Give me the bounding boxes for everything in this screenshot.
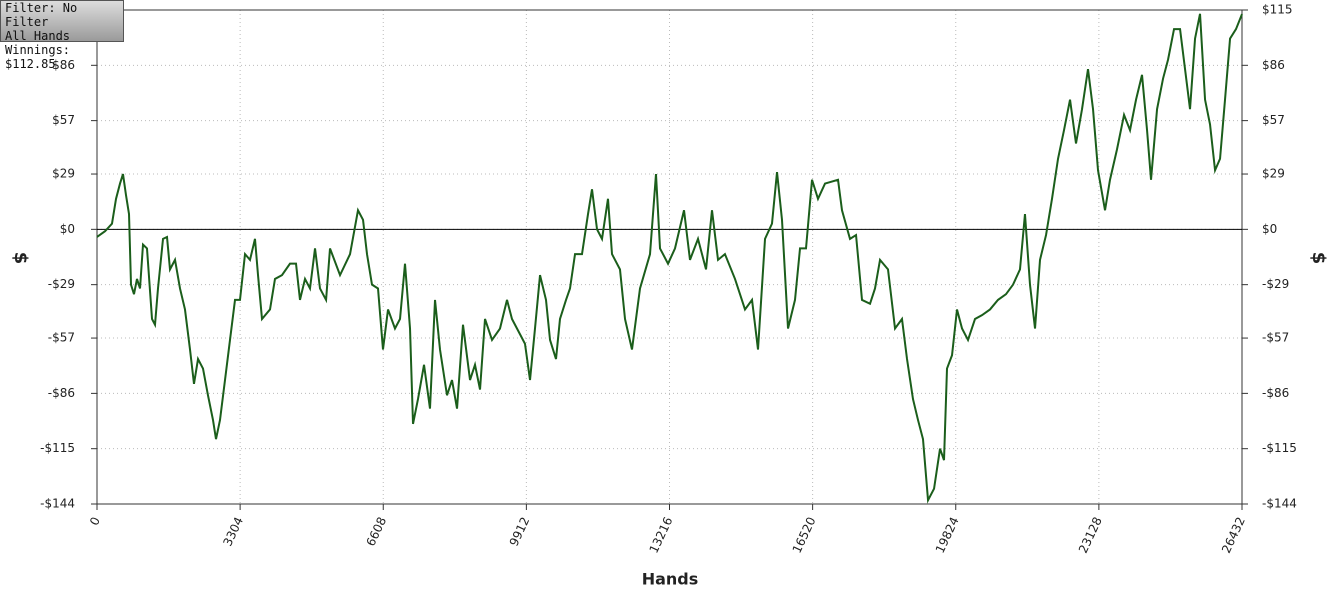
y2-axis-label: $	[1308, 252, 1329, 265]
x-tick-label: 19824	[933, 515, 962, 556]
y-tick-label: $86	[52, 58, 75, 72]
y2-tick-label: -$57	[1262, 331, 1289, 345]
y-tick-label: -$86	[48, 386, 75, 400]
plot-frame	[96, 9, 1243, 505]
y-tick-label: $29	[52, 167, 75, 181]
x-axis-label: Hands	[642, 570, 699, 589]
info-box: Filter: No Filter All Hands Winnings: $1…	[0, 0, 124, 71]
x-tick-label: 26432	[1219, 515, 1248, 556]
annotation: All Hands	[5, 29, 71, 43]
line	[96, 13, 1243, 504]
x-tick-label: 0	[87, 515, 103, 528]
x-tick-label: 3304	[220, 515, 246, 549]
y2-tick-label: $29	[1262, 167, 1285, 181]
y-tick-label: $57	[52, 113, 75, 127]
y2-tick-label: $86	[1262, 58, 1285, 72]
y-tick-label: -$115	[40, 441, 75, 455]
x-tick-label: 16520	[790, 515, 819, 556]
y2-tick-label: -$86	[1262, 386, 1289, 400]
y-tick-label: -$57	[48, 331, 75, 345]
y-tick-label: -$144	[40, 497, 75, 511]
annotation: Filter: No Filter	[5, 1, 78, 29]
x-tick-label: 9912	[507, 515, 533, 549]
y2-tick-label: -$29	[1262, 277, 1289, 291]
y2-tick-label: -$144	[1262, 497, 1297, 511]
y-tick-label: $0	[60, 222, 75, 236]
x-tick-label: 23128	[1076, 515, 1105, 556]
y2-tick-label: $0	[1262, 222, 1277, 236]
annotation: Winnings: $112.85	[5, 43, 71, 71]
y-tick-label: -$29	[48, 277, 75, 291]
y2-tick-label: -$115	[1262, 441, 1297, 455]
x-tick-label: 6608	[364, 515, 390, 549]
y2-tick-label: $57	[1262, 113, 1285, 127]
y-axis-label: $	[10, 252, 31, 265]
x-tick-label: 13216	[647, 515, 676, 556]
y2-tick-label: $115	[1262, 3, 1293, 17]
